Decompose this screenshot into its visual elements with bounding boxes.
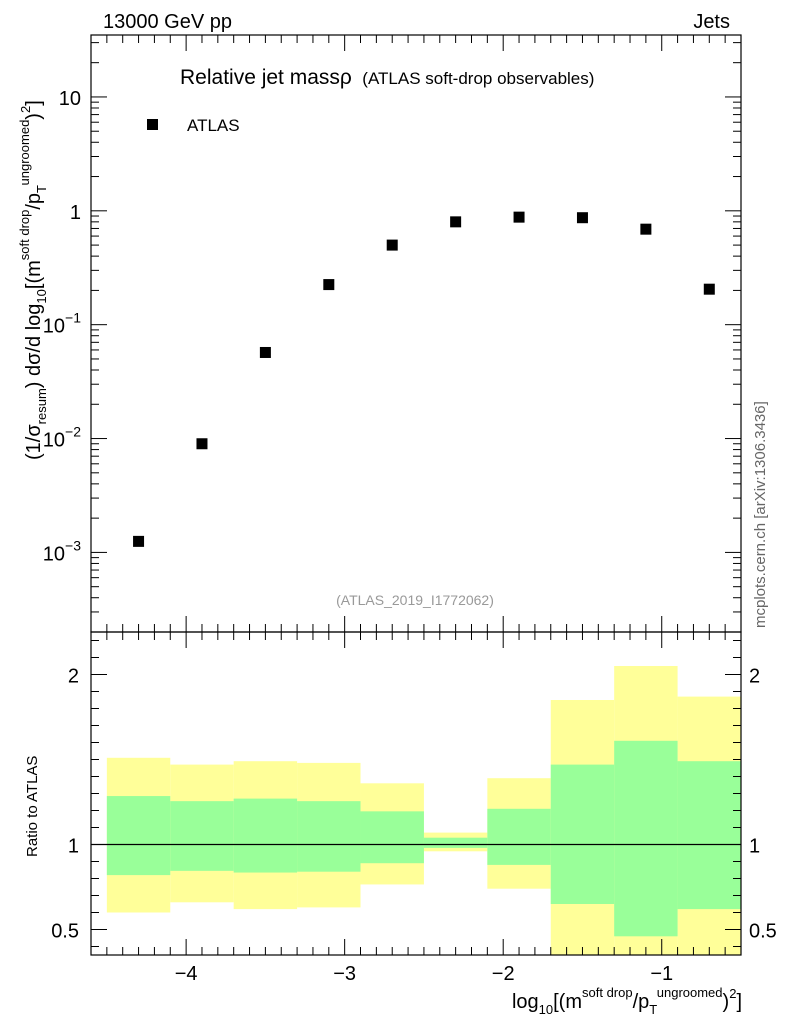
y-tick-label: 10−1	[43, 310, 81, 338]
x-tick-label: −3	[333, 963, 356, 985]
x-tick-labels: −4 −3 −2 −1	[175, 963, 673, 985]
ratio-y-tick-label-right: 1	[749, 836, 760, 858]
header-left: 13000 GeV pp	[103, 11, 232, 33]
atlas-data-point	[450, 216, 462, 228]
x-axis-label: log10[(msoft drop/pTungroomed)2]	[512, 985, 742, 1017]
ratio-band-inner	[487, 808, 551, 865]
ratio-band-inner	[170, 801, 234, 871]
axis-ticks	[90, 35, 742, 955]
ratio-band-inner	[233, 798, 298, 873]
atlas-data-point	[513, 211, 525, 223]
x-tick-label: −2	[492, 963, 515, 985]
atlas-data-point	[640, 223, 652, 235]
atlas-data-point	[133, 535, 145, 547]
ratio-band-inner	[297, 801, 361, 872]
ratio-y-tick-label-left: 0.5	[51, 921, 79, 943]
main-y-tick-labels: 10−3 10−2 10−1 1 10	[43, 88, 81, 565]
x-tick-label: −4	[175, 963, 198, 985]
ratio-y-tick-label-right: 2	[749, 666, 760, 688]
legend-marker	[147, 119, 158, 130]
atlas-data-point	[259, 346, 271, 358]
atlas-data-point	[196, 438, 208, 450]
ratio-bands	[106, 666, 741, 955]
legend-label: ATLAS	[187, 116, 240, 135]
ratio-y-tick-label-right: 0.5	[749, 921, 777, 943]
title-sub: (ATLAS soft-drop observables)	[362, 69, 594, 88]
ratio-y-tick-label-left: 2	[68, 666, 79, 688]
ratio-band-inner	[423, 837, 488, 848]
ratio-band-inner	[614, 740, 678, 937]
x-tick-label: −1	[650, 963, 673, 985]
header-right: Jets	[693, 11, 730, 33]
atlas-data-point	[386, 239, 398, 251]
main-y-axis-label: (1/σresum) dσ/d log10[(msoft drop/pTungr…	[17, 100, 49, 460]
y-tick-label: 10	[59, 88, 81, 110]
data-points	[133, 211, 715, 547]
ratio-band-inner	[106, 796, 171, 876]
ratio-y-tick-labels: 0.5 0.5 1 1 2 2	[51, 666, 777, 943]
side-credit-label: mcplots.cern.ch [arXiv:1306.3436]	[752, 401, 769, 628]
y-tick-label: 1	[70, 202, 81, 224]
ratio-band-inner	[360, 811, 424, 864]
title-main: Relative jet massρ	[180, 66, 352, 89]
plot-title: Relative jet massρ (ATLAS soft-drop obse…	[180, 66, 594, 89]
y-tick-label: 10−2	[43, 424, 81, 452]
ratio-y-tick-label-left: 1	[68, 836, 79, 858]
y-tick-label: 10−3	[43, 537, 81, 565]
ratio-band-inner	[550, 764, 615, 904]
atlas-data-point	[323, 279, 335, 291]
atlas-data-point	[703, 283, 715, 295]
ratio-band-inner	[677, 761, 741, 910]
ratio-y-axis-label: Ratio to ATLAS	[24, 756, 41, 857]
analysis-watermark: (ATLAS_2019_I1772062)	[336, 592, 494, 608]
atlas-data-point	[576, 212, 588, 224]
